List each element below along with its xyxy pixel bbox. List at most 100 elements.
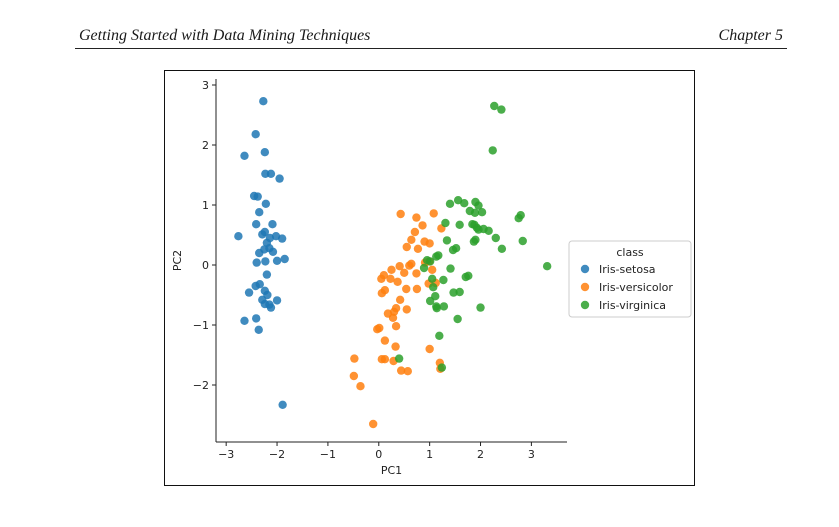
series-iris-setosa xyxy=(234,97,289,409)
data-point xyxy=(407,259,416,268)
data-point xyxy=(470,208,480,217)
y-tick-label: 3 xyxy=(202,79,209,92)
data-point xyxy=(260,148,270,157)
data-point xyxy=(396,366,406,375)
data-point xyxy=(453,314,462,324)
data-point xyxy=(491,233,500,243)
data-point xyxy=(410,227,420,237)
data-point xyxy=(396,209,405,219)
data-point xyxy=(425,344,434,354)
data-point xyxy=(266,303,276,312)
data-point xyxy=(275,174,284,183)
data-point xyxy=(261,257,270,266)
x-tick-label: 3 xyxy=(528,448,535,461)
data-point xyxy=(448,245,458,255)
data-point xyxy=(258,230,267,239)
data-point xyxy=(271,232,281,241)
data-point xyxy=(412,269,421,278)
legend-title: class xyxy=(616,246,644,259)
data-point xyxy=(272,296,282,305)
book-title-header: Getting Started with Data Mining Techniq… xyxy=(79,27,371,44)
data-point xyxy=(391,342,400,351)
data-point xyxy=(429,209,438,218)
data-point xyxy=(377,289,387,298)
data-point xyxy=(445,199,455,208)
data-point xyxy=(455,220,464,229)
series-iris-versicolor xyxy=(349,209,446,429)
data-point xyxy=(400,268,409,277)
data-point xyxy=(460,199,469,208)
y-axis-label: PC2 xyxy=(171,250,184,271)
data-point xyxy=(402,242,411,252)
data-point xyxy=(435,331,444,340)
data-point xyxy=(272,256,282,265)
legend-entry: Iris-setosa xyxy=(599,263,656,276)
data-point xyxy=(252,258,261,267)
x-tick-label: −2 xyxy=(269,448,285,461)
y-tick-label: 0 xyxy=(202,259,209,272)
x-axis-label: PC1 xyxy=(381,464,402,477)
data-point xyxy=(280,254,289,264)
data-point xyxy=(497,244,507,253)
data-point xyxy=(251,130,260,139)
running-head: Getting Started with Data Mining Techniq… xyxy=(75,25,787,47)
data-point xyxy=(425,239,434,248)
data-point xyxy=(251,281,260,291)
data-point xyxy=(262,270,272,279)
data-point xyxy=(350,354,359,363)
data-point xyxy=(449,288,458,297)
data-point xyxy=(518,236,527,246)
data-point xyxy=(395,295,405,304)
data-point xyxy=(261,199,271,208)
data-point xyxy=(432,252,441,261)
data-point xyxy=(439,302,449,311)
data-point xyxy=(412,213,421,222)
data-point xyxy=(432,304,441,313)
data-point xyxy=(380,336,390,345)
header-rule xyxy=(75,48,787,49)
legend-box xyxy=(568,240,692,318)
data-point xyxy=(469,237,479,246)
data-point xyxy=(484,226,493,235)
data-point xyxy=(278,400,287,409)
y-tick-label: −2 xyxy=(193,379,209,392)
pca-scatter-plot: −3 −2 −1 0 1 2 3 −2 −1 0 1 2 3 PC1 PC2 class Iris-set… xyxy=(171,79,692,477)
data-point xyxy=(402,305,411,314)
x-tick-label: −1 xyxy=(320,448,336,461)
legend-entry: Iris-versicolor xyxy=(599,281,673,294)
data-point xyxy=(394,354,404,363)
legend-entry: Iris-virginica xyxy=(599,299,666,312)
data-point xyxy=(476,303,485,312)
data-point xyxy=(380,355,390,364)
x-tick-label: 2 xyxy=(477,448,484,461)
data-point xyxy=(375,323,384,333)
data-point xyxy=(268,220,277,229)
data-point xyxy=(427,265,437,274)
data-point xyxy=(437,363,447,372)
legend-marker xyxy=(580,282,590,292)
data-point xyxy=(356,382,365,391)
data-point xyxy=(514,214,523,223)
legend-marker xyxy=(580,300,590,310)
data-point xyxy=(253,192,262,201)
data-point xyxy=(425,257,435,266)
data-point xyxy=(391,322,401,331)
data-point xyxy=(244,288,254,297)
data-point xyxy=(393,277,402,286)
data-point xyxy=(251,220,261,229)
series-iris-virginica xyxy=(394,101,552,372)
data-point xyxy=(254,325,263,334)
data-point xyxy=(429,283,438,292)
data-point xyxy=(259,97,268,106)
plot-axes: −3 −2 −1 0 1 2 3 −2 −1 0 1 2 3 xyxy=(193,79,567,461)
data-point xyxy=(402,284,411,294)
data-point xyxy=(349,371,359,381)
data-point xyxy=(461,272,470,282)
figure-frame: −3 −2 −1 0 1 2 3 −2 −1 0 1 2 3 PC1 PC2 class Iris-set… xyxy=(164,70,695,486)
data-point xyxy=(427,274,437,283)
y-tick-label: 1 xyxy=(202,199,209,212)
data-point xyxy=(418,221,427,230)
data-point xyxy=(442,236,452,245)
data-point xyxy=(474,225,483,234)
data-point xyxy=(474,201,483,210)
